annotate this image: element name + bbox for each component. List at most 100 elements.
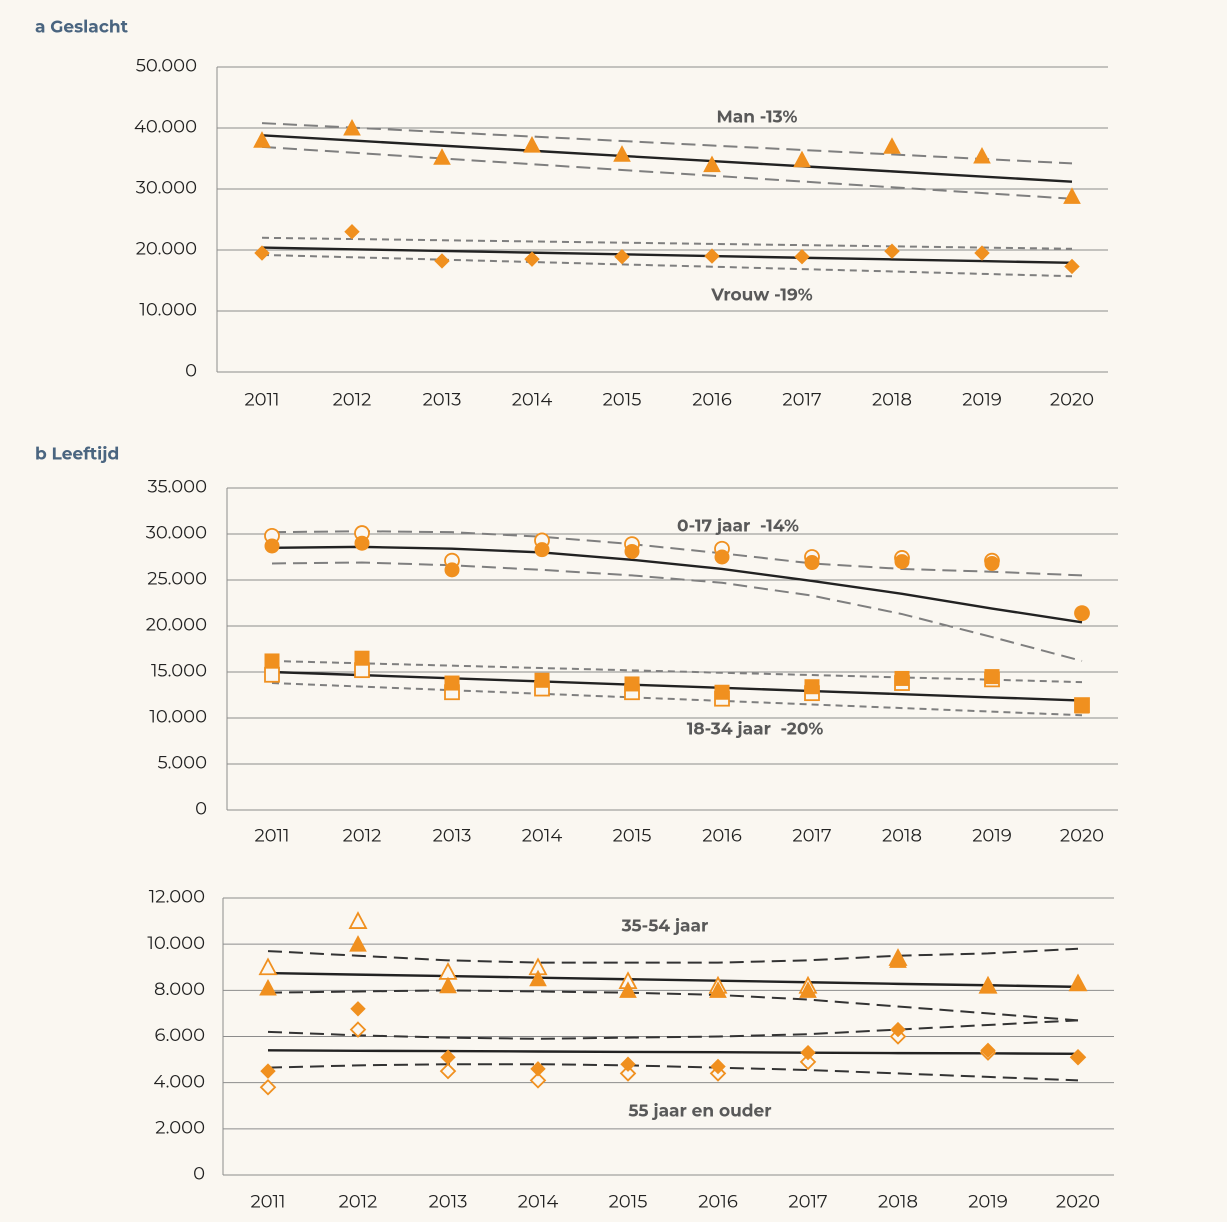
- marker: [793, 150, 811, 168]
- x-tick-label: 2020: [1060, 825, 1104, 847]
- marker: [894, 670, 910, 686]
- marker: [523, 136, 541, 153]
- y-tick-label: 0: [193, 1163, 205, 1185]
- marker: [524, 251, 540, 267]
- trend-line: [261, 246, 1073, 265]
- marker: [253, 131, 271, 148]
- y-tick-label: 8.000: [154, 978, 205, 1000]
- marker: [619, 1065, 637, 1082]
- x-tick-label: 2017: [782, 389, 821, 411]
- x-tick-label: 2011: [250, 1191, 285, 1213]
- x-tick-label: 2015: [609, 1191, 648, 1213]
- marker: [984, 669, 1000, 685]
- x-tick-label: 2014: [522, 825, 563, 847]
- marker: [440, 1049, 456, 1065]
- marker: [889, 951, 907, 968]
- y-tick-label: 6.000: [154, 1024, 205, 1046]
- annotation: 55 jaar en ouder: [628, 1102, 771, 1122]
- confidence-line: [271, 561, 1083, 662]
- x-tick-label: 2014: [512, 389, 553, 411]
- marker: [534, 542, 550, 558]
- x-tick-label: 2013: [429, 1191, 468, 1213]
- y-tick-label: 30.000: [146, 522, 207, 544]
- confidence-line: [261, 253, 1073, 278]
- marker: [260, 1063, 276, 1079]
- marker: [614, 249, 630, 265]
- annotation: 35-54 jaar: [621, 917, 709, 937]
- x-tick-label: 2017: [792, 825, 831, 847]
- marker: [444, 675, 460, 691]
- marker: [1074, 605, 1090, 621]
- marker: [800, 1044, 816, 1061]
- x-tick-label: 2018: [878, 1191, 918, 1213]
- confidence-line: [261, 122, 1073, 165]
- x-tick-label: 2015: [603, 389, 642, 411]
- marker: [349, 1021, 367, 1038]
- x-tick-label: 2019: [962, 389, 1002, 411]
- marker: [1069, 974, 1087, 991]
- marker: [714, 684, 730, 700]
- x-tick-label: 2014: [518, 1191, 559, 1213]
- marker: [1070, 1049, 1086, 1065]
- marker: [884, 243, 900, 259]
- y-tick-label: 2.000: [155, 1117, 205, 1139]
- x-tick-label: 2012: [343, 825, 382, 847]
- x-tick-label: 2013: [433, 825, 472, 847]
- x-tick-label: 2015: [613, 825, 652, 847]
- marker: [984, 555, 1000, 571]
- marker: [258, 957, 278, 976]
- marker: [264, 666, 280, 683]
- marker: [799, 981, 817, 998]
- y-tick-label: 5.000: [157, 752, 207, 774]
- confidence-line: [267, 989, 1079, 1022]
- x-tick-label: 2016: [692, 389, 732, 411]
- marker: [624, 676, 640, 692]
- trend-line: [267, 1049, 1079, 1056]
- y-tick-label: 35.000: [147, 476, 207, 498]
- marker: [804, 555, 820, 571]
- y-tick-label: 20.000: [146, 614, 207, 636]
- y-tick-label: 4.000: [153, 1070, 205, 1092]
- marker: [534, 672, 550, 688]
- marker: [883, 137, 901, 154]
- marker: [973, 146, 991, 164]
- x-tick-label: 2019: [972, 825, 1012, 847]
- y-tick-label: 10.000: [147, 932, 205, 954]
- y-tick-label: 10.000: [139, 299, 197, 321]
- x-tick-label: 2016: [698, 1191, 738, 1213]
- panel-title: a Geslacht: [35, 18, 129, 38]
- marker: [620, 1056, 636, 1072]
- marker: [433, 148, 451, 165]
- marker: [980, 1042, 996, 1059]
- x-tick-label: 2017: [788, 1191, 827, 1213]
- marker: [890, 1021, 906, 1038]
- marker: [530, 1061, 546, 1077]
- annotation: Man -13%: [717, 108, 798, 128]
- y-tick-label: 30.000: [136, 177, 197, 199]
- x-tick-label: 2011: [244, 389, 279, 411]
- marker: [704, 248, 720, 264]
- confidence-line: [261, 145, 1073, 200]
- x-tick-label: 2018: [872, 389, 912, 411]
- marker: [624, 543, 640, 559]
- trend-line: [261, 134, 1073, 183]
- x-tick-label: 2012: [333, 389, 372, 411]
- marker: [979, 976, 997, 994]
- marker: [804, 679, 820, 695]
- marker: [264, 653, 280, 669]
- marker: [894, 554, 910, 570]
- y-tick-label: 0: [185, 360, 197, 382]
- marker: [348, 911, 368, 929]
- marker: [709, 981, 727, 998]
- marker: [1064, 258, 1080, 275]
- x-tick-label: 2018: [882, 825, 922, 847]
- marker: [434, 253, 450, 269]
- trend-line: [267, 971, 1079, 989]
- marker: [794, 249, 810, 265]
- confidence-line: [267, 1019, 1079, 1040]
- marker: [349, 935, 367, 952]
- y-tick-label: 50.000: [136, 55, 197, 77]
- x-tick-label: 2020: [1050, 389, 1094, 411]
- confidence-line: [267, 947, 1079, 964]
